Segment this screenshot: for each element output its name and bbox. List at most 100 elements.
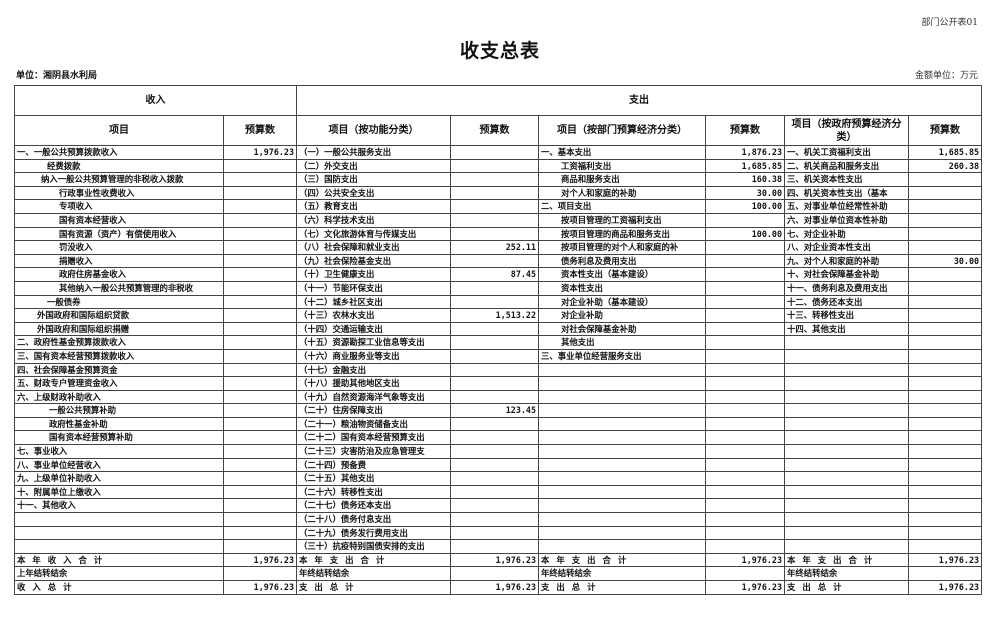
- dept-econ-item-cell: 支出总计: [538, 580, 706, 595]
- income-item-cell: 国有资源（资产）有偿使用收入: [14, 226, 224, 242]
- gov-econ-budget-cell: [907, 212, 983, 228]
- gov-econ-budget-cell: [907, 240, 983, 255]
- income-budget-cell: [223, 267, 297, 282]
- gov-econ-budget-cell: 1,976.23: [907, 552, 983, 568]
- dept-econ-budget-cell: [705, 457, 785, 473]
- income-budget-cell: [223, 430, 297, 446]
- dept-econ-item-cell: 对企业补助: [538, 308, 706, 323]
- gov-econ-item-cell: [784, 335, 909, 350]
- dept-econ-item-cell: [538, 389, 706, 405]
- dept-econ-budget-cell: [705, 566, 785, 581]
- func-budget-cell: [450, 566, 539, 581]
- income-item-cell: 九、上级单位补助收入: [14, 471, 224, 486]
- dept-econ-item-cell: 一、基本支出: [538, 145, 706, 160]
- budget-summary-table: 收入 支出 项目 预算数 项目（按功能分类） 预算数 项目（按部门预算经济分类）…: [14, 85, 983, 595]
- dept-econ-item-cell: 按项目管理的对个人和家庭的补: [538, 240, 706, 255]
- dept-econ-budget-cell: [705, 267, 785, 282]
- col-income-budget: 预算数: [223, 115, 297, 146]
- dept-econ-item-cell: [538, 430, 706, 446]
- gov-econ-item-cell: 三、机关资本性支出: [784, 172, 909, 187]
- dept-econ-budget-cell: 100.00: [705, 226, 785, 242]
- table-row: （二十八）债务付息支出: [14, 512, 983, 527]
- col-dept-econ-item: 项目（按部门预算经济分类）: [538, 115, 706, 146]
- dept-econ-budget-cell: [705, 539, 785, 554]
- income-budget-cell: [223, 158, 297, 174]
- table-row: 三、国有资本经营预算拨款收入 （十六）商业服务业等支出 三、事业单位经营服务支出: [14, 348, 983, 364]
- income-item-cell: 罚没收入: [14, 240, 224, 255]
- func-item-cell: （二十）住房保障支出: [296, 403, 451, 418]
- table-row: 政府住房基金收入 （十）卫生健康支出 87.45 资本性支出（基本建设） 十、对社会保障…: [14, 267, 983, 282]
- func-budget-cell: 252.11: [450, 240, 539, 255]
- total-row: 收入总计 1,976.23 支出总计 1,976.23 支出总计 1,976.23 支出总计…: [14, 580, 983, 595]
- income-item-cell: 一般公共预算补助: [14, 403, 224, 418]
- gov-econ-budget-cell: [907, 362, 983, 378]
- income-item-cell: 国有资本经营收入: [14, 212, 224, 228]
- income-budget-cell: [223, 376, 297, 391]
- table-row: 十、附属单位上缴收入 （二十六）转移性支出: [14, 484, 983, 500]
- income-budget-cell: [223, 172, 297, 187]
- gov-econ-item-cell: [784, 362, 909, 378]
- gov-econ-item-cell: [784, 539, 909, 554]
- table-row: 九、上级单位补助收入 （二十五）其他支出: [14, 471, 983, 486]
- table-row: 其他纳入一般公共预算管理的非税收 （十一）节能环保支出 资本性支出 十一、债务利息及费…: [14, 280, 983, 296]
- dept-econ-item-cell: [538, 457, 706, 473]
- func-budget-cell: 1,976.23: [450, 580, 539, 595]
- income-item-cell: 三、国有资本经营预算拨款收入: [14, 348, 224, 364]
- gov-econ-budget-cell: [907, 430, 983, 446]
- func-item-cell: （十六）商业服务业等支出: [296, 348, 451, 364]
- income-budget-cell: [223, 471, 297, 486]
- income-item-cell: 本年收入合计: [14, 552, 224, 568]
- gov-econ-item-cell: [784, 484, 909, 500]
- table-row: 国有资源（资产）有偿使用收入 （七）文化旅游体育与传媒支出 按项目管理的商品和服务支…: [14, 226, 983, 242]
- gov-econ-item-cell: 十三、转移性支出: [784, 308, 909, 323]
- income-budget-cell: [223, 444, 297, 459]
- gov-econ-item-cell: 年终结转结余: [784, 566, 909, 581]
- func-budget-cell: [450, 335, 539, 350]
- dept-econ-item-cell: 按项目管理的商品和服务支出: [538, 226, 706, 242]
- income-budget-cell: [223, 525, 297, 541]
- table-row: 罚没收入 （八）社会保障和就业支出 252.11 按项目管理的对个人和家庭的补 八、对企…: [14, 240, 983, 255]
- table-row: 外国政府和国际组织捐赠 （十四）交通运输支出 对社会保障基金补助 十四、其他支出: [14, 321, 983, 337]
- dept-econ-budget-cell: 1,876.23: [705, 145, 785, 160]
- income-item-cell: 专项收入: [14, 199, 224, 214]
- func-budget-cell: [450, 444, 539, 459]
- income-item-cell: 国有资本经营预算补助: [14, 430, 224, 446]
- gov-econ-item-cell: [784, 525, 909, 541]
- gov-econ-item-cell: 七、对企业补助: [784, 226, 909, 242]
- income-budget-cell: [223, 335, 297, 350]
- func-budget-cell: [450, 280, 539, 296]
- total-row: 上年结转结余 年终结转结余 年终结转结余 年终结转结余: [14, 566, 983, 581]
- gov-econ-budget-cell: [907, 498, 983, 514]
- dept-econ-budget-cell: [705, 294, 785, 310]
- income-budget-cell: [223, 348, 297, 364]
- income-budget-cell: 1,976.23: [223, 552, 297, 568]
- func-item-cell: （六）科学技术支出: [296, 212, 451, 228]
- func-item-cell: （四）公共安全支出: [296, 185, 451, 201]
- col-gov-econ-budget: 预算数: [907, 115, 983, 146]
- gov-econ-item-cell: 本年支出合计: [784, 552, 909, 568]
- gov-econ-budget-cell: 30.00: [907, 253, 983, 269]
- func-item-cell: （十八）援助其他地区支出: [296, 376, 451, 391]
- income-budget-cell: [223, 294, 297, 310]
- col-gov-econ-item: 项目（按政府预算经济分类）: [784, 115, 909, 146]
- func-budget-cell: 123.45: [450, 403, 539, 418]
- func-item-cell: （一）一般公共服务支出: [296, 145, 451, 160]
- income-item-cell: 八、事业单位经营收入: [14, 457, 224, 473]
- gov-econ-budget-cell: [907, 403, 983, 418]
- dept-econ-item-cell: 其他支出: [538, 335, 706, 350]
- dept-econ-item-cell: 对个人和家庭的补助: [538, 185, 706, 201]
- dept-econ-budget-cell: [705, 471, 785, 486]
- income-budget-cell: 1,976.23: [223, 580, 297, 595]
- gov-econ-item-cell: 十二、债务还本支出: [784, 294, 909, 310]
- gov-econ-budget-cell: [907, 321, 983, 337]
- func-budget-cell: [450, 253, 539, 269]
- func-budget-cell: [450, 457, 539, 473]
- func-item-cell: （二十七）债务还本支出: [296, 498, 451, 514]
- func-budget-cell: [450, 172, 539, 187]
- income-budget-cell: [223, 539, 297, 554]
- page-title: 收支总表: [459, 40, 540, 62]
- gov-econ-item-cell: 十四、其他支出: [784, 321, 909, 337]
- expense-header: 支出: [295, 85, 983, 116]
- table-row: 五、财政专户管理资金收入 （十八）援助其他地区支出: [14, 376, 983, 391]
- income-budget-cell: [223, 403, 297, 418]
